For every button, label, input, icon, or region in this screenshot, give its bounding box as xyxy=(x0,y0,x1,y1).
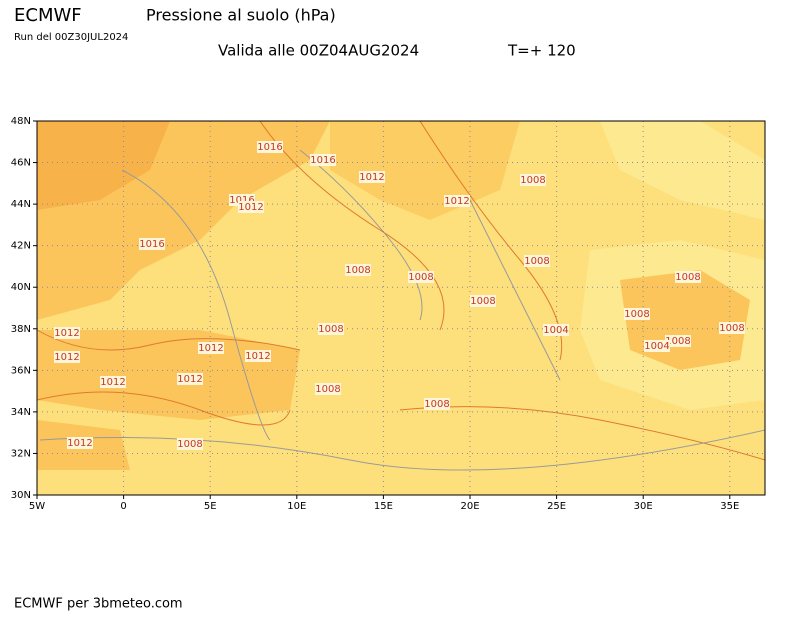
contour-label: 1008 xyxy=(345,265,370,276)
contour-label: 1012 xyxy=(100,377,125,388)
lon-label: 20E xyxy=(460,501,479,512)
label-box xyxy=(139,238,165,250)
lon-label: 5W xyxy=(29,501,45,512)
model-name: ECMWF xyxy=(14,5,82,26)
high-pressure-core xyxy=(37,121,170,210)
lon-label: 35E xyxy=(720,501,739,512)
label-box xyxy=(624,308,650,320)
contour-label: 1012 xyxy=(54,352,79,363)
label-box xyxy=(257,141,283,153)
contour-label: 1004 xyxy=(644,341,669,352)
lat-label: 36N xyxy=(11,365,31,376)
contour-label: 1008 xyxy=(624,309,649,320)
label-box xyxy=(675,271,701,283)
label-box xyxy=(424,398,450,410)
label-box xyxy=(198,342,224,354)
contour-label: 1012 xyxy=(245,351,270,362)
pressure-area xyxy=(37,330,300,420)
contour-label: 1016 xyxy=(139,239,164,250)
lon-label: 5E xyxy=(204,501,217,512)
lat-label: 32N xyxy=(11,448,31,459)
lat-label: 44N xyxy=(11,199,31,210)
contour-label: 1008 xyxy=(424,399,449,410)
isobar xyxy=(36,120,766,461)
label-box xyxy=(238,201,264,213)
label-box xyxy=(644,340,670,352)
contour-label: 1008 xyxy=(524,256,549,267)
contour-label: 1008 xyxy=(470,296,495,307)
map-title: Pressione al suolo (hPa) xyxy=(146,6,336,25)
label-box xyxy=(177,373,203,385)
lat-label: 30N xyxy=(11,490,31,501)
forecast-step: T=+ 120 xyxy=(507,42,576,60)
contour-label: 1008 xyxy=(408,272,433,283)
label-box xyxy=(665,335,691,347)
label-box xyxy=(177,438,203,450)
contour-label: 1008 xyxy=(675,272,700,283)
contour-label: 1012 xyxy=(238,202,263,213)
label-box xyxy=(543,324,569,336)
label-box xyxy=(719,322,745,334)
lat-label: 34N xyxy=(11,407,31,418)
footer: ECMWF per 3bmeteo.com xyxy=(14,597,183,612)
grid xyxy=(33,120,765,499)
lon-label: 25E xyxy=(547,501,566,512)
contour-label: 1012 xyxy=(54,328,79,339)
contour-label: 1012 xyxy=(198,343,223,354)
run-time: Run del 00Z30JUL2024 xyxy=(14,32,128,43)
label-box xyxy=(444,195,470,207)
label-box xyxy=(67,437,93,449)
lat-label: 40N xyxy=(11,282,31,293)
contour-label: 1012 xyxy=(177,374,202,385)
lon-label: 0 xyxy=(120,501,126,512)
low-pressure-area xyxy=(600,121,765,220)
lat-label: 42N xyxy=(11,241,31,252)
lon-label: 10E xyxy=(287,501,306,512)
label-box xyxy=(408,271,434,283)
lat-label: 46N xyxy=(11,158,31,169)
coastline xyxy=(39,149,766,471)
label-box xyxy=(100,376,126,388)
contour-label: 1008 xyxy=(520,175,545,186)
contour-label: 1012 xyxy=(67,438,92,449)
contour-label: 1008 xyxy=(315,384,340,395)
label-box xyxy=(345,264,371,276)
contour-label: 1016 xyxy=(310,155,335,166)
map-frame xyxy=(36,120,766,496)
label-box xyxy=(315,383,341,395)
label-box xyxy=(318,323,344,335)
lon-label: 30E xyxy=(634,501,653,512)
label-box xyxy=(359,171,385,183)
valid-time: Valida alle 00Z04AUG2024 xyxy=(218,42,419,60)
contour-label: 1012 xyxy=(444,196,469,207)
contour-label: 1016 xyxy=(257,142,282,153)
label-box xyxy=(54,327,80,339)
label-box xyxy=(54,351,80,363)
contour-label: 1012 xyxy=(359,172,384,183)
pressure-area xyxy=(330,121,520,220)
label-box xyxy=(245,350,271,362)
label-box xyxy=(470,295,496,307)
lat-label: 48N xyxy=(11,116,31,127)
contour-label: 1008 xyxy=(719,323,744,334)
contour-label: 1004 xyxy=(543,325,568,336)
label-box xyxy=(310,154,336,166)
label-box xyxy=(524,255,550,267)
contour-label: 1008 xyxy=(665,336,690,347)
contour-label: 1008 xyxy=(177,439,202,450)
lon-label: 15E xyxy=(374,501,393,512)
label-box xyxy=(520,174,546,186)
contour-label: 1008 xyxy=(318,324,343,335)
lat-label: 38N xyxy=(11,324,31,335)
contour-label: 1016 xyxy=(229,195,254,206)
